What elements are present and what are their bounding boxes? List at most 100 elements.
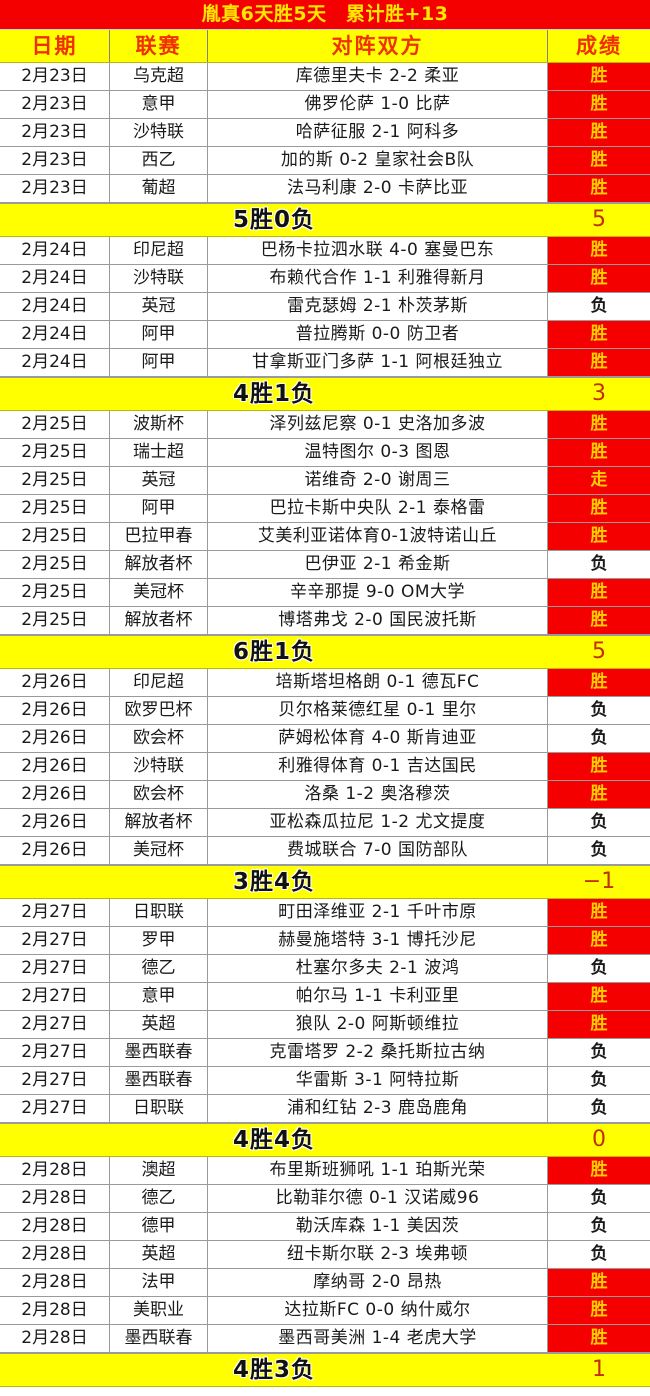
table-row: 2月26日 欧会杯 萨姆松体育 4-0 斯肯迪亚负 xyxy=(0,725,650,753)
table-row: 2月24日 沙特联 布赖代合作 1-1 利雅得新月胜 xyxy=(0,265,650,293)
cell-league: 阿甲 xyxy=(110,349,208,376)
table-row: 2月26日 美冠杯 费城联合 7-0 国防部队负 xyxy=(0,837,650,865)
cell-match: 利雅得体育 0-1 吉达国民 xyxy=(208,753,548,780)
cell-league: 美冠杯 xyxy=(110,579,208,606)
cell-league: 英超 xyxy=(110,1241,208,1268)
table-row: 2月24日 阿甲 普拉腾斯 0-0 防卫者胜 xyxy=(0,321,650,349)
cell-date: 2月25日 xyxy=(0,579,110,606)
status-badge: 负 xyxy=(548,1067,650,1094)
cell-date: 2月27日 xyxy=(0,1039,110,1066)
table-row: 2月28日 法甲 摩纳哥 2-0 昂热胜 xyxy=(0,1269,650,1297)
cell-match: 狼队 2-0 阿斯顿维拉 xyxy=(208,1011,548,1038)
table-row: 2月25日 英冠 诺维奇 2-0 谢周三走 xyxy=(0,467,650,495)
table-row: 2月25日 解放者杯 博塔弗戈 2-0 国民波托斯胜 xyxy=(0,607,650,635)
cell-match: 费城联合 7-0 国防部队 xyxy=(208,837,548,864)
table-row: 2月27日 墨西联春 克雷塔罗 2-2 桑托斯拉古纳负 xyxy=(0,1039,650,1067)
cell-match: 比勒菲尔德 0-1 汉诺威96 xyxy=(208,1185,548,1212)
cell-league: 阿甲 xyxy=(110,321,208,348)
cell-match: 哈萨征服 2-1 阿科多 xyxy=(208,119,548,146)
cell-match: 达拉斯FC 0-0 纳什威尔 xyxy=(208,1297,548,1324)
table-row: 2月28日 德甲 勒沃库森 1-1 美因茨负 xyxy=(0,1213,650,1241)
status-badge: 负 xyxy=(548,837,650,864)
status-badge: 负 xyxy=(548,1095,650,1122)
cell-date: 2月26日 xyxy=(0,725,110,752)
cell-date: 2月26日 xyxy=(0,669,110,696)
cell-league: 意甲 xyxy=(110,91,208,118)
cell-league: 英冠 xyxy=(110,467,208,494)
cell-match: 加的斯 0-2 皇家社会B队 xyxy=(208,147,548,174)
cell-league: 巴拉甲春 xyxy=(110,523,208,550)
cell-match: 艾美利亚诺体育0-1波特诺山丘 xyxy=(208,523,548,550)
cell-league: 阿甲 xyxy=(110,495,208,522)
cell-match: 浦和红钻 2-3 鹿岛鹿角 xyxy=(208,1095,548,1122)
cell-date: 2月24日 xyxy=(0,321,110,348)
status-badge: 胜 xyxy=(548,1297,650,1324)
cell-match: 泽列兹尼察 0-1 史洛加多波 xyxy=(208,411,548,438)
cell-date: 2月23日 xyxy=(0,175,110,202)
cell-league: 意甲 xyxy=(110,983,208,1010)
cell-league: 墨西联春 xyxy=(110,1039,208,1066)
table-row: 2月23日 沙特联 哈萨征服 2-1 阿科多胜 xyxy=(0,119,650,147)
cell-date: 2月25日 xyxy=(0,607,110,634)
cell-league: 墨西联春 xyxy=(110,1067,208,1094)
status-badge: 走 xyxy=(548,467,650,494)
cell-match: 墨西哥美洲 1-4 老虎大学 xyxy=(208,1325,548,1352)
table-row: 2月26日 解放者杯 亚松森瓜拉尼 1-2 尤文提度负 xyxy=(0,809,650,837)
summary-value: −1 xyxy=(582,869,616,894)
table-row: 2月25日 解放者杯 巴伊亚 2-1 希金斯负 xyxy=(0,551,650,579)
cell-date: 2月23日 xyxy=(0,91,110,118)
cell-league: 沙特联 xyxy=(110,265,208,292)
summary-row: 3胜4负 −1 xyxy=(0,865,650,899)
status-badge: 负 xyxy=(548,1213,650,1240)
status-badge: 负 xyxy=(548,551,650,578)
table-row: 2月25日 阿甲 巴拉卡斯中央队 2-1 泰格雷胜 xyxy=(0,495,650,523)
cell-match: 纽卡斯尔联 2-3 埃弗顿 xyxy=(208,1241,548,1268)
status-badge: 胜 xyxy=(548,1269,650,1296)
cell-match: 杜塞尔多夫 2-1 波鸿 xyxy=(208,955,548,982)
table-row: 2月27日 意甲 帕尔马 1-1 卡利亚里胜 xyxy=(0,983,650,1011)
table-row: 2月23日 乌克超 库德里夫卡 2-2 柔亚胜 xyxy=(0,63,650,91)
cell-match: 库德里夫卡 2-2 柔亚 xyxy=(208,63,548,90)
cell-match: 克雷塔罗 2-2 桑托斯拉古纳 xyxy=(208,1039,548,1066)
summary-row: 6胜1负 5 xyxy=(0,635,650,669)
cell-match: 布赖代合作 1-1 利雅得新月 xyxy=(208,265,548,292)
status-badge: 胜 xyxy=(548,523,650,550)
cell-date: 2月28日 xyxy=(0,1269,110,1296)
cell-league: 乌克超 xyxy=(110,63,208,90)
cell-date: 2月24日 xyxy=(0,265,110,292)
cell-match: 温特图尔 0-3 图恩 xyxy=(208,439,548,466)
status-badge: 胜 xyxy=(548,349,650,376)
status-badge: 胜 xyxy=(548,321,650,348)
cell-date: 2月27日 xyxy=(0,955,110,982)
column-header-league: 联赛 xyxy=(110,30,208,62)
table-row: 2月26日 沙特联 利雅得体育 0-1 吉达国民胜 xyxy=(0,753,650,781)
cell-league: 澳超 xyxy=(110,1157,208,1184)
status-badge: 负 xyxy=(548,697,650,724)
cell-match: 洛桑 1-2 奥洛穆茨 xyxy=(208,781,548,808)
cell-league: 美职业 xyxy=(110,1297,208,1324)
table-row: 2月28日 澳超 布里斯班狮吼 1-1 珀斯光荣胜 xyxy=(0,1157,650,1185)
status-badge: 负 xyxy=(548,955,650,982)
cell-match: 巴杨卡拉泗水联 4-0 塞曼巴东 xyxy=(208,237,548,264)
cell-match: 华雷斯 3-1 阿特拉斯 xyxy=(208,1067,548,1094)
cell-date: 2月23日 xyxy=(0,147,110,174)
cell-date: 2月28日 xyxy=(0,1157,110,1184)
table-row: 2月24日 阿甲 甘拿斯亚门多萨 1-1 阿根廷独立胜 xyxy=(0,349,650,377)
table-row: 2月24日 英冠 雷克瑟姆 2-1 朴茨茅斯负 xyxy=(0,293,650,321)
table-row: 2月23日 意甲 佛罗伦萨 1-0 比萨胜 xyxy=(0,91,650,119)
summary-label: 4胜3负 xyxy=(232,1356,315,1383)
status-badge: 胜 xyxy=(548,237,650,264)
cell-match: 摩纳哥 2-0 昂热 xyxy=(208,1269,548,1296)
cell-date: 2月25日 xyxy=(0,439,110,466)
cell-league: 解放者杯 xyxy=(110,607,208,634)
cell-league: 美冠杯 xyxy=(110,837,208,864)
table-row: 2月28日 墨西联春 墨西哥美洲 1-4 老虎大学胜 xyxy=(0,1325,650,1353)
page-title: 胤真6天胜5天 累计胜+13 xyxy=(201,3,449,25)
summary-label: 4胜1负 xyxy=(232,380,315,407)
summary-value: 5 xyxy=(592,207,606,232)
table-row: 2月27日 英超 狼队 2-0 阿斯顿维拉胜 xyxy=(0,1011,650,1039)
cell-match: 雷克瑟姆 2-1 朴茨茅斯 xyxy=(208,293,548,320)
column-header-match: 对阵双方 xyxy=(208,30,548,62)
cell-league: 日职联 xyxy=(110,1095,208,1122)
cell-league: 德甲 xyxy=(110,1213,208,1240)
